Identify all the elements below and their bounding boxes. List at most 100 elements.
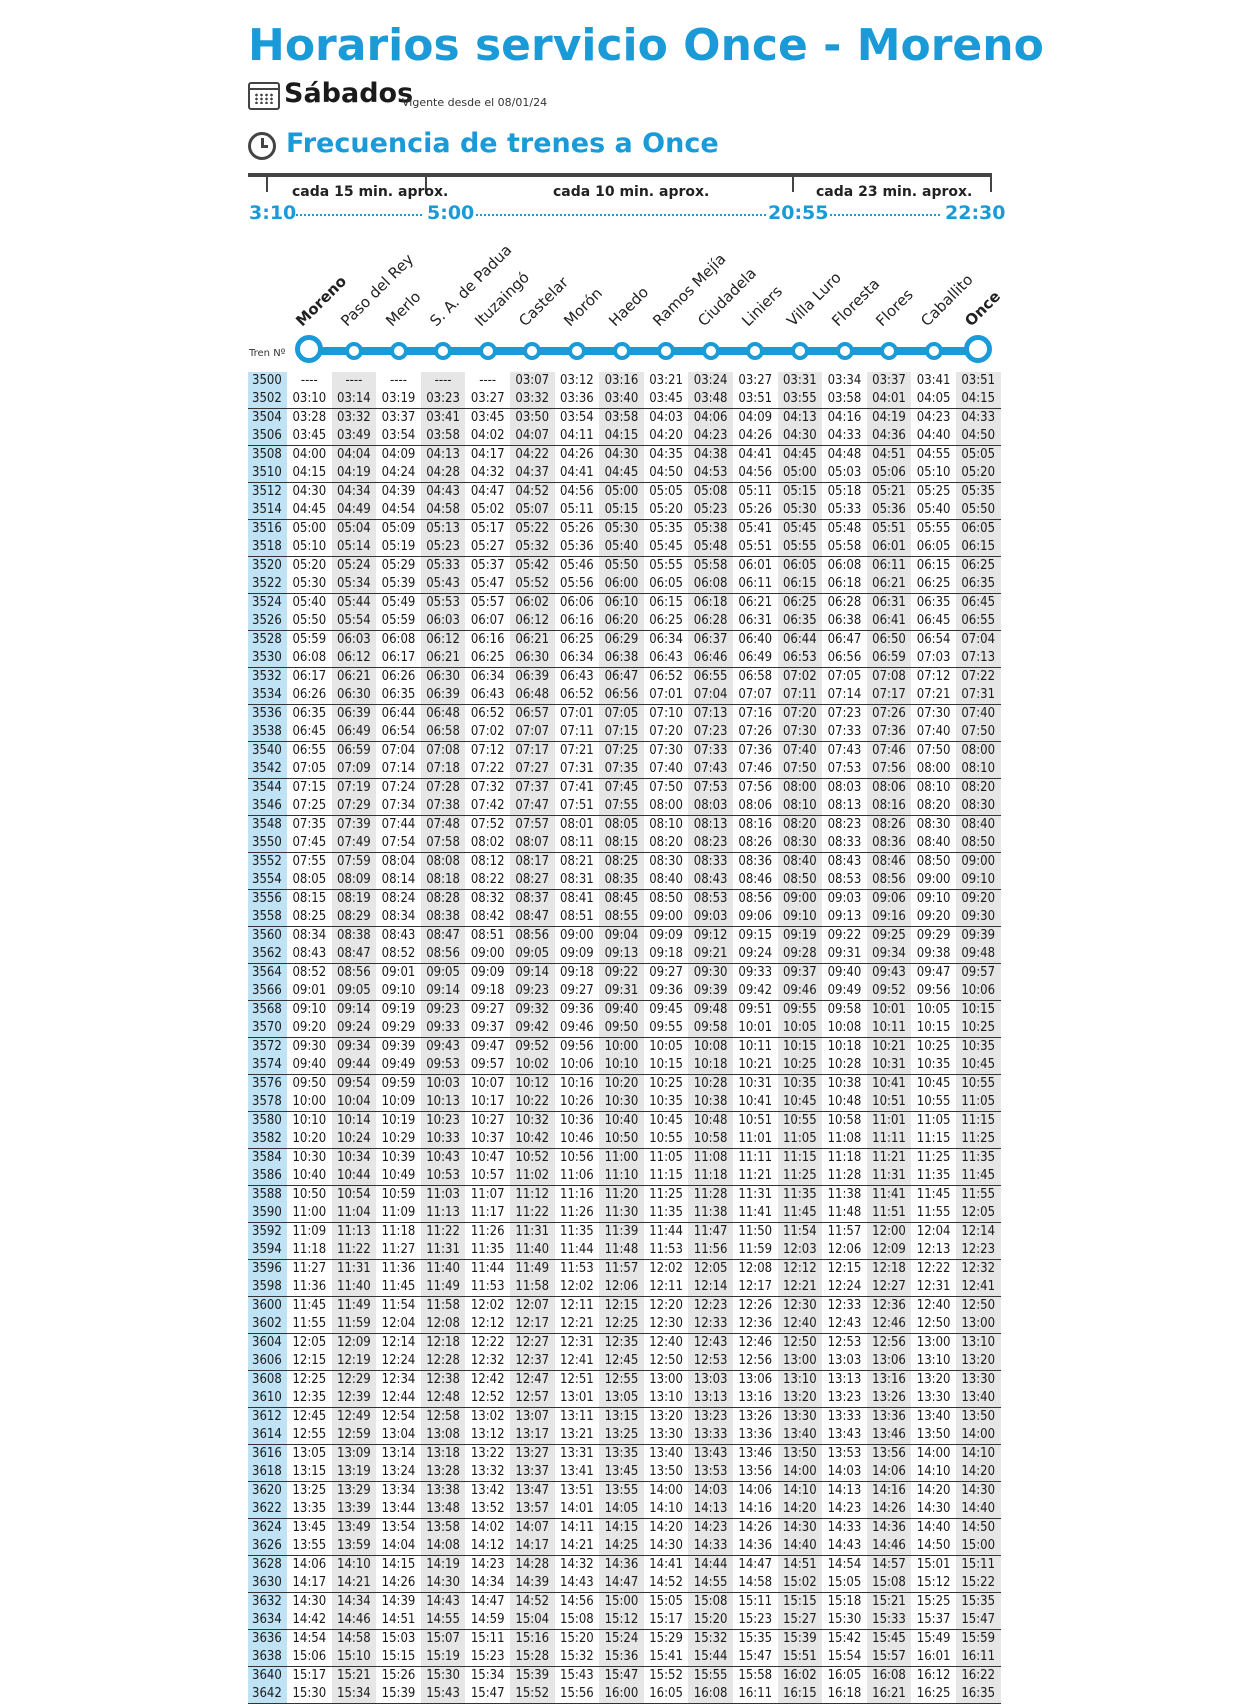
time-cell: 11:20 (599, 1185, 644, 1204)
schedule-table: 3500 ---- ---- ---- ---- ---- 03:07 03:12 03:16 0… (248, 372, 1001, 1704)
time-cell: 12:11 (560, 1298, 594, 1313)
time-cell: 04:39 (381, 484, 416, 499)
time-cell: 15:37 (911, 1611, 956, 1630)
time-cell: 13:48 (420, 1500, 466, 1519)
time-cell: 09:50 (599, 1019, 644, 1038)
time-cell: 16:08 (688, 1685, 733, 1704)
table-row: 3624 13:45 13:49 13:54 13:58 14:02 14:07 14:11 1… (248, 1518, 1001, 1537)
time-cell: 11:00 (599, 1148, 644, 1167)
time-cell: 07:31 (554, 760, 600, 779)
time-cell: 11:25 (777, 1167, 823, 1186)
station-node (880, 342, 899, 360)
time-cell: 12:36 (866, 1296, 912, 1315)
time-cell: 10:21 (732, 1056, 778, 1075)
time-cell: 08:36 (738, 854, 773, 869)
time-cell: 04:30 (599, 445, 644, 464)
time-cell: 15:33 (866, 1611, 912, 1630)
time-cell: 11:00 (287, 1204, 332, 1223)
time-cell: 13:00 (649, 1372, 683, 1387)
time-cell: 11:31 (738, 1187, 773, 1202)
frequency-time: 3:10 (249, 202, 297, 224)
time-cell: 14:10 (643, 1500, 689, 1519)
time-cell: 14:42 (287, 1611, 332, 1630)
time-cell: 05:44 (331, 593, 377, 612)
time-cell: 14:12 (465, 1537, 510, 1556)
time-cell: 15:41 (643, 1648, 689, 1667)
time-cell: 11:55 (911, 1204, 956, 1223)
time-cell: 06:44 (381, 706, 416, 721)
time-cell: 08:05 (599, 815, 644, 834)
time-cell: 04:36 (866, 427, 912, 446)
train-number-cell: 3502 (248, 390, 287, 409)
time-cell: 10:52 (509, 1148, 555, 1167)
time-cell: 04:15 (955, 390, 1001, 409)
train-number-cell: 3604 (248, 1333, 287, 1352)
time-cell: 10:47 (470, 1150, 505, 1165)
time-cell: 15:26 (381, 1668, 416, 1683)
time-cell: 08:36 (866, 834, 912, 853)
time-cell: 08:34 (292, 928, 327, 943)
time-cell: 14:04 (376, 1537, 421, 1556)
time-cell: 13:46 (866, 1426, 912, 1445)
time-cell: 13:50 (955, 1407, 1001, 1426)
time-cell: 15:59 (955, 1629, 1001, 1648)
station-node (344, 342, 363, 360)
time-cell: 08:50 (649, 891, 683, 906)
time-cell: 03:50 (509, 408, 555, 427)
table-row: 3532 06:17 06:21 06:26 06:30 06:34 06:39 06:43 0… (248, 667, 1001, 686)
time-cell: 03:41 (916, 373, 951, 388)
time-cell: 09:24 (331, 1019, 377, 1038)
time-cell: 14:23 (470, 1557, 505, 1572)
time-cell: 14:00 (777, 1463, 823, 1482)
time-cell: 06:31 (732, 612, 778, 631)
time-cell: 08:10 (916, 780, 951, 795)
time-cell: 04:01 (866, 390, 912, 409)
time-cell: 12:03 (777, 1241, 823, 1260)
time-cell: 05:21 (866, 482, 912, 501)
time-cell: 15:07 (420, 1629, 466, 1648)
train-number-cell: 3574 (248, 1056, 287, 1075)
time-cell: 14:30 (911, 1500, 956, 1519)
time-cell: 13:07 (509, 1407, 555, 1426)
time-cell: 11:08 (688, 1148, 733, 1167)
table-row: 3574 09:40 09:44 09:49 09:53 09:57 10:02 10:06 1… (248, 1056, 1001, 1075)
time-cell: 13:53 (827, 1446, 862, 1461)
time-cell: 05:08 (688, 482, 733, 501)
table-row: 3606 12:15 12:19 12:24 12:28 12:32 12:37 12:41 1… (248, 1352, 1001, 1371)
time-cell: 09:06 (866, 889, 912, 908)
time-cell: 08:56 (509, 926, 555, 945)
time-cell: 11:21 (866, 1148, 912, 1167)
time-cell: 13:09 (331, 1444, 377, 1463)
time-cell: 14:23 (688, 1518, 733, 1537)
time-cell: 08:38 (331, 926, 377, 945)
time-cell: 08:24 (381, 891, 416, 906)
time-cell: 09:10 (955, 871, 1001, 890)
train-number-cell: 3602 (248, 1315, 287, 1334)
time-cell: 03:54 (560, 410, 594, 425)
time-cell: 11:22 (331, 1241, 377, 1260)
clock-icon (248, 132, 276, 160)
time-cell: 07:15 (599, 723, 644, 742)
time-cell: 06:39 (509, 667, 555, 686)
time-cell: 11:53 (560, 1261, 594, 1276)
time-cell: 05:20 (292, 558, 327, 573)
time-cell: 05:09 (381, 521, 416, 536)
time-cell: 10:19 (381, 1113, 416, 1128)
time-cell: 12:21 (554, 1315, 600, 1334)
time-cell: 13:01 (554, 1389, 600, 1408)
time-cell: 08:00 (777, 778, 823, 797)
time-cell: 07:02 (777, 667, 823, 686)
time-cell: 06:44 (777, 630, 823, 649)
time-cell: 07:20 (643, 723, 689, 742)
time-cell: 11:35 (777, 1185, 823, 1204)
time-cell: 08:21 (560, 854, 594, 869)
frequency-time: 22:30 (945, 202, 1006, 224)
table-row: 3566 09:01 09:05 09:10 09:14 09:18 09:23 09:27 0… (248, 982, 1001, 1001)
time-cell: 13:36 (866, 1407, 912, 1426)
time-cell: 12:53 (827, 1335, 862, 1350)
time-cell: 05:47 (465, 575, 510, 594)
time-cell: 09:45 (649, 1002, 683, 1017)
time-cell: 04:55 (916, 447, 951, 462)
train-number-cell: 3514 (248, 501, 287, 520)
time-cell: 11:48 (822, 1204, 867, 1223)
